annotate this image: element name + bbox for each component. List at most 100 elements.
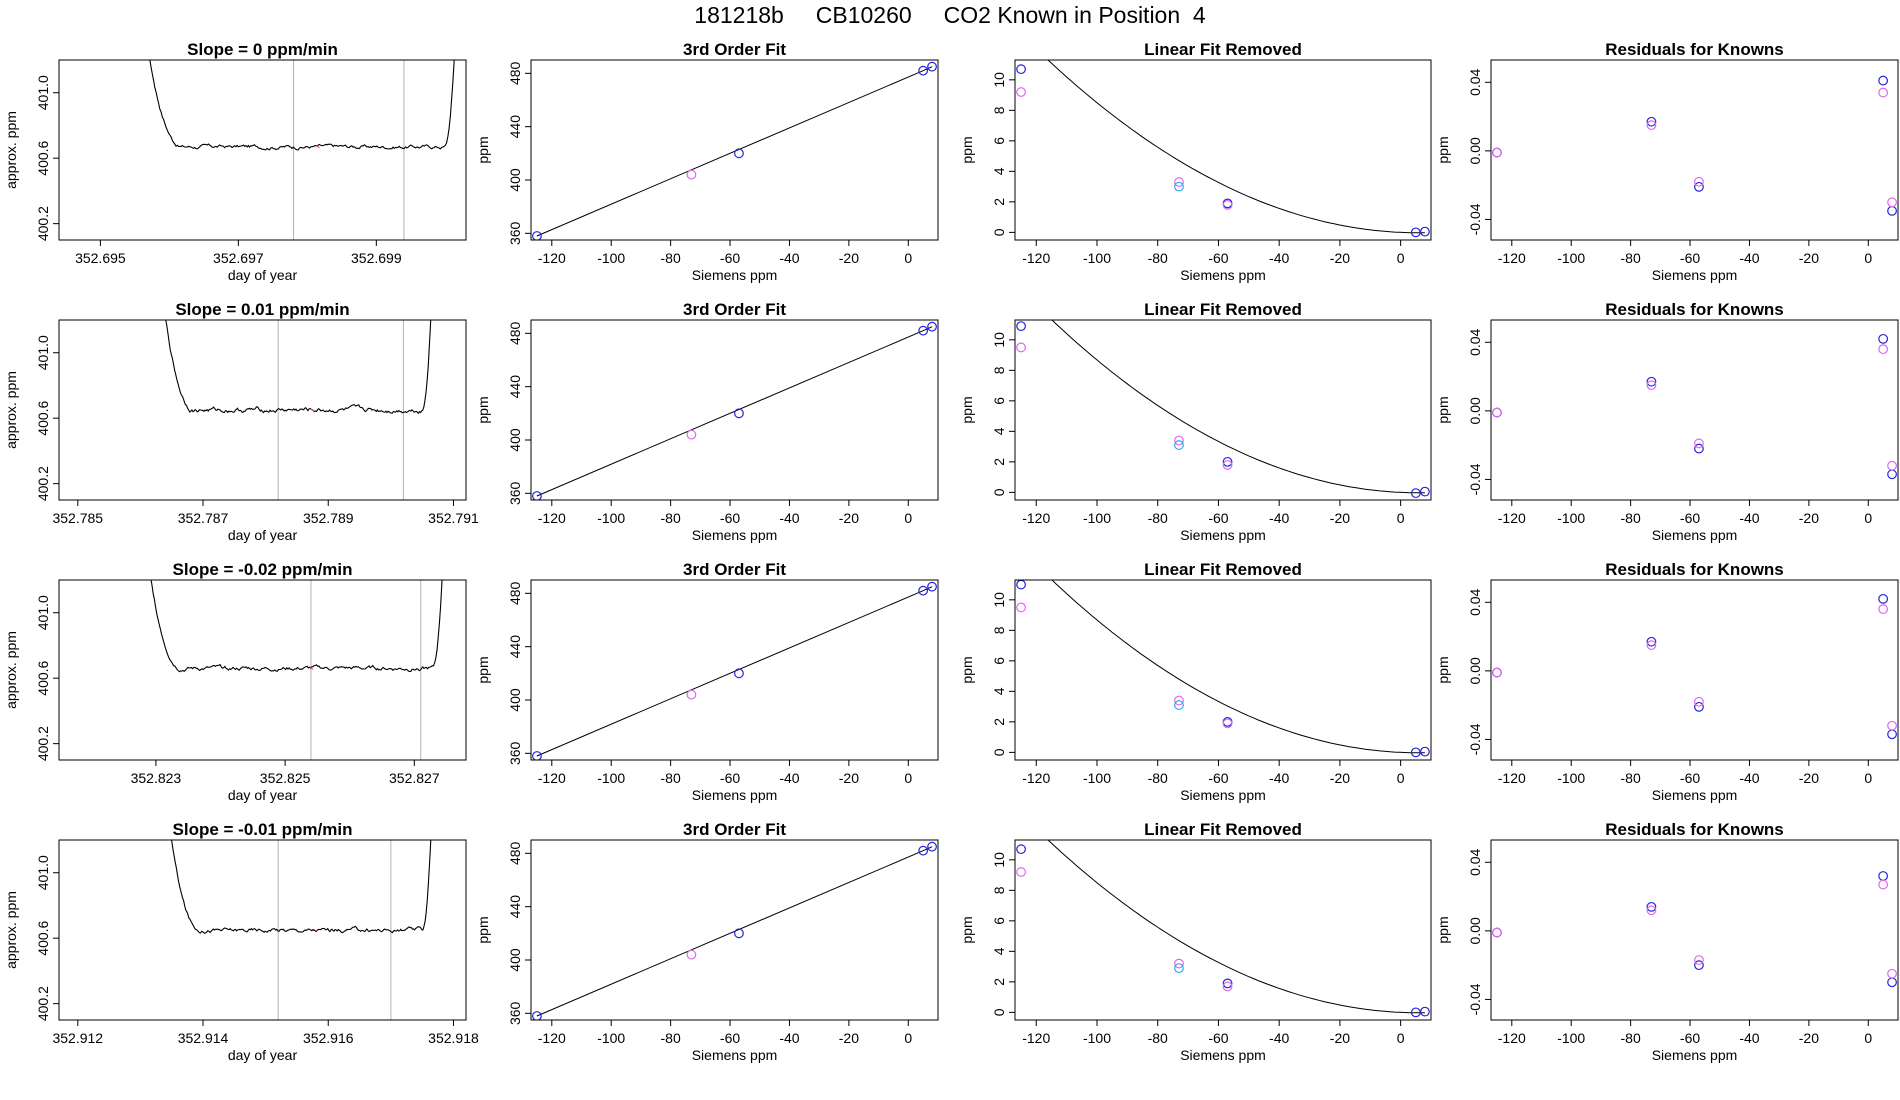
x-tick-label: 0	[904, 250, 912, 266]
x-tick-label: -60	[720, 1030, 740, 1046]
x-tick-label: -80	[1148, 510, 1168, 526]
x-axis-label: Siemens ppm	[1180, 1047, 1266, 1063]
x-tick-label: 0	[1864, 770, 1872, 786]
data-point	[1646, 120, 1657, 131]
x-tick-label: 352.785	[52, 510, 103, 526]
data-point	[1222, 456, 1233, 467]
chart-panel: Residuals for Knowns -120 -100 -80 -60 -40 -20…	[1435, 40, 1899, 283]
x-tick-label: -60	[1208, 250, 1228, 266]
x-tick-label: 352.916	[303, 1030, 354, 1046]
data-point	[1492, 147, 1502, 158]
y-tick-label: 4	[991, 687, 1007, 695]
x-tick-label: 352.697	[213, 250, 264, 266]
y-tick-label: 401.0	[35, 855, 51, 890]
plot-data	[170, 840, 432, 1020]
data-point	[1646, 116, 1657, 127]
data-point	[1878, 333, 1889, 344]
data-point	[1016, 580, 1026, 590]
y-tick-label: 360	[507, 1001, 523, 1025]
plot-data	[1492, 593, 1897, 740]
chart-panel: Slope = 0.01 ppm/min 352.785 352.787 352.78…	[3, 300, 479, 543]
x-tick-label: -100	[1557, 770, 1585, 786]
chart-panel: Residuals for Knowns -120 -100 -80 -60 -40 -20…	[1435, 560, 1899, 803]
plot-frame	[530, 839, 939, 1021]
plot-frame	[58, 59, 467, 241]
y-axis-label: approx. ppm	[3, 371, 19, 449]
data-point	[1174, 963, 1184, 974]
y-tick-label: 0.04	[1467, 328, 1483, 355]
y-axis-label: approx. ppm	[3, 631, 19, 709]
data-point	[1016, 64, 1026, 75]
chart-panel: Residuals for Knowns -120 -100 -80 -60 -40 -20…	[1435, 820, 1899, 1063]
chart-title: Linear Fit Removed	[1144, 40, 1302, 59]
y-tick-label: 480	[507, 321, 523, 345]
data-point	[1420, 486, 1430, 497]
data-point	[927, 841, 937, 852]
data-point	[1174, 700, 1184, 710]
chart-title: Linear Fit Removed	[1144, 560, 1302, 579]
y-tick-label: 440	[507, 895, 523, 919]
x-tick-label: 0	[1397, 1030, 1405, 1046]
x-axis-label: day of year	[228, 267, 298, 283]
y-tick-label: 2	[991, 198, 1007, 206]
y-axis-label: ppm	[959, 656, 975, 683]
data-point	[1646, 640, 1657, 651]
data-point	[1174, 440, 1184, 450]
x-tick-label: -100	[597, 510, 625, 526]
chart-panel: 3rd Order Fit -120 -100 -80 -60 -40 -20 0 360 400…	[475, 40, 939, 283]
y-tick-label: 480	[507, 841, 523, 865]
x-tick-label: -80	[1621, 770, 1641, 786]
x-tick-label: -60	[1208, 1030, 1228, 1046]
x-axis-label: day of year	[228, 527, 298, 543]
data-point	[1492, 927, 1502, 938]
chart-title: Residuals for Knowns	[1605, 560, 1784, 579]
y-tick-label: 400.6	[35, 660, 51, 695]
chart-title: 3rd Order Fit	[683, 820, 786, 839]
y-axis-label: ppm	[959, 136, 975, 163]
center-mark	[316, 145, 320, 149]
x-tick-label: -60	[720, 250, 740, 266]
x-tick-label: -60	[1680, 250, 1700, 266]
x-tick-label: 0	[1864, 510, 1872, 526]
y-tick-label: 400.2	[35, 466, 51, 501]
data-point	[1646, 636, 1657, 647]
y-tick-label: 4	[991, 427, 1007, 435]
x-axis-label: Siemens ppm	[692, 1047, 778, 1063]
data-point	[1878, 344, 1889, 355]
x-tick-label: -120	[1498, 1030, 1526, 1046]
x-tick-label: -20	[839, 510, 859, 526]
y-axis-label: ppm	[959, 916, 975, 943]
data-point	[918, 325, 929, 336]
plot-frame	[1014, 59, 1432, 241]
x-tick-label: -100	[1557, 250, 1585, 266]
y-tick-label: 0	[991, 1008, 1007, 1016]
y-tick-label: -0.04	[1467, 203, 1483, 235]
y-tick-label: 440	[507, 115, 523, 139]
data-point	[532, 491, 542, 500]
y-tick-label: 8	[991, 366, 1007, 374]
data-point	[1694, 438, 1704, 449]
fit-curve	[1051, 580, 1425, 754]
x-tick-label: -20	[1330, 510, 1350, 526]
plot-frame	[1490, 59, 1899, 241]
series-line	[149, 60, 455, 151]
data-point	[1222, 460, 1233, 470]
y-axis-label: ppm	[475, 136, 491, 163]
chart-title: 3rd Order Fit	[683, 40, 786, 59]
x-tick-label: 0	[1397, 510, 1405, 526]
y-tick-label: 4	[991, 167, 1007, 175]
plot-data	[1492, 871, 1897, 988]
series-line	[150, 580, 443, 673]
x-tick-label: 352.914	[178, 1030, 229, 1046]
chart-title: 3rd Order Fit	[683, 560, 786, 579]
chart-title: Slope = 0 ppm/min	[187, 40, 338, 59]
chart-panel: 3rd Order Fit -120 -100 -80 -60 -40 -20 0 360 400…	[475, 300, 939, 543]
y-tick-label: 480	[507, 581, 523, 605]
data-point	[1174, 177, 1184, 187]
data-point	[1887, 197, 1897, 208]
y-tick-label: 401.0	[35, 75, 51, 110]
plot-frame	[1014, 579, 1432, 761]
data-point	[1174, 695, 1184, 706]
data-point	[1016, 844, 1026, 855]
